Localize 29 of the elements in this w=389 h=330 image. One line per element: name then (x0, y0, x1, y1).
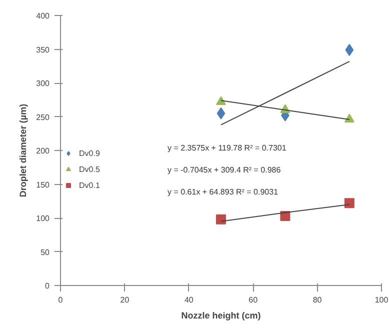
y-tick-label: 0 (45, 282, 50, 290)
y-tick-label: 100 (36, 214, 50, 223)
x-tick-label: 60 (248, 296, 258, 304)
point (216, 96, 226, 105)
annotation: y = 2.3575x + 119.78 R² = 0.7301 (168, 144, 287, 152)
y-tick-label: 200 (36, 146, 50, 156)
y-tick-label: 150 (36, 180, 50, 190)
point (345, 44, 354, 56)
x-tick-label: 20 (120, 296, 130, 304)
point (344, 114, 354, 123)
legend-label: Dv0.5 (79, 164, 100, 174)
x-tick-label: 100 (374, 296, 389, 304)
annotation: y = 0.61x + 64.893 R² = 0.9031 (168, 188, 279, 196)
y-tick-label: 350 (36, 45, 50, 54)
point (344, 198, 354, 208)
point (216, 214, 226, 224)
x-tick-label: 40 (184, 296, 194, 304)
x-tick-label: 0 (58, 296, 64, 304)
legend-label: Dv0.1 (79, 180, 100, 190)
y-tick-label: 250 (36, 112, 50, 122)
y-axis-title: Droplet diameter (µm) (18, 104, 28, 198)
annotation: y = -0.7045x + 309.4 R² = 0.986 (168, 166, 282, 174)
x-axis-title: Nozzle height (cm) (181, 310, 261, 320)
legend-label: Dv0.9 (79, 148, 100, 158)
y-tick-label: 50 (40, 248, 50, 257)
x-tick-label: 80 (312, 296, 322, 304)
point (216, 107, 226, 120)
y-tick-label: 400 (36, 12, 50, 20)
y-tick-label: 300 (36, 79, 50, 88)
